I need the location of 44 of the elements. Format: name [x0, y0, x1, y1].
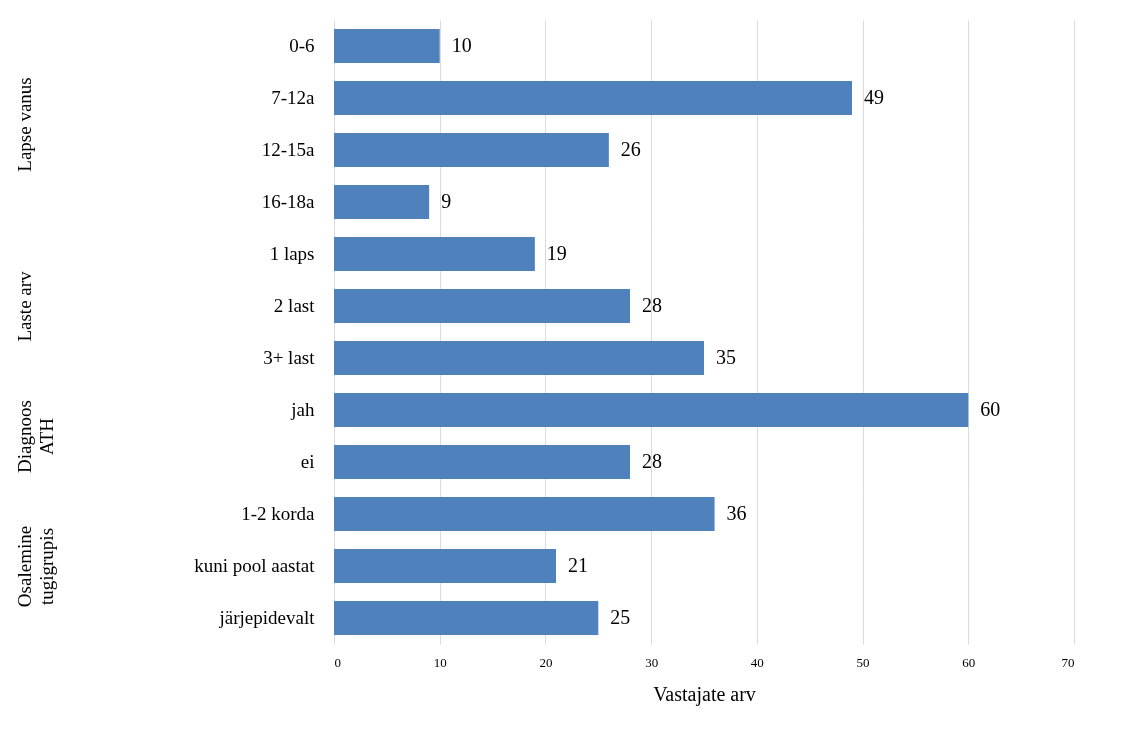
y-axis-title: Diagnoos ATH: [13, 400, 57, 473]
bar: [334, 497, 715, 531]
x-tick-label: 40: [750, 654, 764, 670]
bar: [334, 81, 852, 115]
x-tick-label: 20: [539, 654, 553, 670]
data-label: 9: [441, 190, 452, 212]
data-label: 35: [716, 346, 736, 368]
y-tick-label: jah: [290, 399, 315, 420]
x-tick-label: 0: [334, 654, 341, 670]
bar: [334, 601, 599, 635]
data-label: 28: [642, 294, 662, 316]
y-tick-label: 7-12a: [271, 87, 316, 108]
data-label: 21: [568, 554, 588, 576]
data-label: 60: [980, 398, 1001, 420]
x-axis-title: Vastajate arv: [653, 682, 756, 706]
x-tick-label: 60: [962, 654, 976, 670]
data-label: 28: [642, 450, 662, 472]
x-tick-label: 70: [1061, 654, 1075, 670]
data-label: 10: [451, 34, 472, 56]
y-tick-label: 2 last: [273, 295, 316, 316]
y-tick-label: 1-2 korda: [241, 503, 316, 524]
bar: [334, 29, 440, 63]
y-tick-label: järjepidevalt: [218, 607, 316, 628]
data-label: 19: [546, 242, 567, 264]
y-tick-label: 16-18a: [261, 191, 316, 212]
y-tick-label: kuni pool aastat: [194, 555, 316, 576]
data-label: 49: [864, 86, 884, 108]
bar: [334, 185, 430, 219]
y-axis-title: Laste arv: [13, 270, 35, 342]
data-label: 26: [620, 138, 641, 160]
x-tick-label: 30: [645, 654, 659, 670]
x-tick-label: 50: [856, 654, 870, 670]
bar: [334, 549, 556, 583]
y-tick-label: 0-6: [289, 35, 315, 56]
y-axis-title: Osalemine tugigrupis: [13, 525, 57, 608]
y-axis-title: Lapse vanus: [13, 77, 35, 172]
y-tick-label: 1 laps: [269, 243, 315, 264]
y-tick-label: 3+ last: [263, 347, 316, 368]
bar: [334, 133, 609, 167]
data-label: 36: [726, 502, 747, 524]
y-tick-label: 12-15a: [261, 139, 316, 160]
y-tick-label: ei: [300, 451, 315, 472]
data-label: 25: [610, 606, 631, 628]
x-tick-label: 10: [433, 654, 447, 670]
